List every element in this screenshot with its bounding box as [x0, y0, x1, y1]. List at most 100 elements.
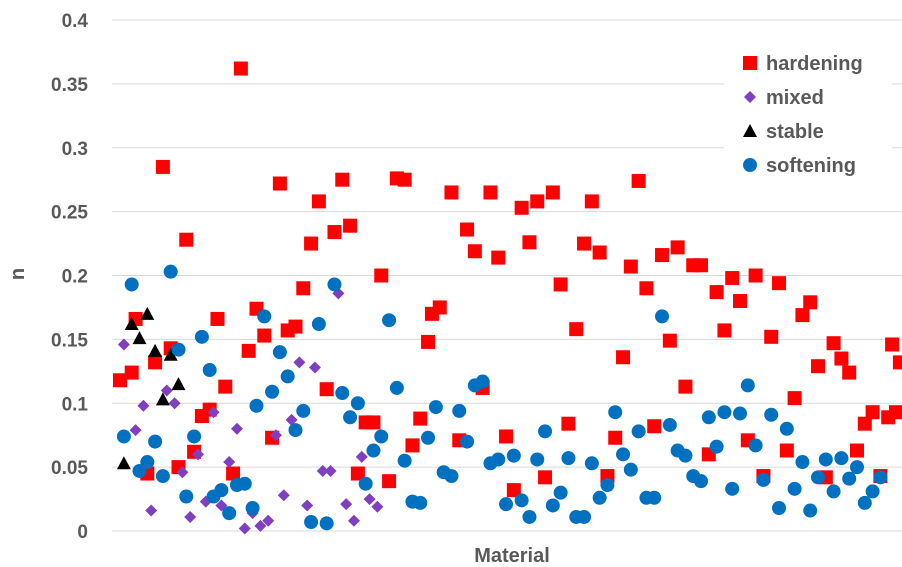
- data-point-hardening: [725, 271, 740, 286]
- data-point-hardening: [553, 277, 568, 292]
- data-point-mixed: [168, 397, 181, 410]
- data-point-softening: [202, 363, 217, 378]
- data-point-softening: [179, 489, 194, 504]
- data-point-softening: [124, 277, 139, 292]
- data-point-softening: [538, 424, 553, 439]
- data-point-softening: [779, 421, 794, 436]
- data-point-hardening: [623, 259, 638, 274]
- data-point-softening: [249, 398, 264, 413]
- data-point-softening: [311, 317, 326, 332]
- series-mixed: [117, 287, 384, 535]
- legend-marker-hardening: [743, 56, 757, 70]
- data-point-hardening: [538, 470, 553, 485]
- data-point-stable: [155, 392, 170, 406]
- data-points: [113, 61, 902, 535]
- data-point-softening: [452, 403, 467, 418]
- data-point-softening: [740, 378, 755, 393]
- legend-label-softening: softening: [766, 155, 856, 177]
- data-point-stable: [163, 347, 178, 361]
- data-point-hardening: [834, 351, 849, 366]
- data-point-softening: [725, 481, 740, 496]
- data-point-mixed: [355, 450, 368, 463]
- data-point-hardening: [795, 308, 810, 323]
- data-point-softening: [245, 501, 260, 516]
- data-point-hardening: [343, 218, 358, 233]
- data-point-mixed: [324, 464, 337, 477]
- data-point-hardening: [892, 355, 902, 370]
- data-point-hardening: [272, 176, 287, 191]
- data-point-hardening: [506, 483, 521, 498]
- data-point-mixed: [277, 489, 290, 502]
- data-point-softening: [553, 485, 568, 500]
- data-point-hardening: [787, 391, 802, 406]
- data-point-stable: [124, 317, 139, 331]
- data-point-softening: [795, 455, 810, 470]
- data-point-hardening: [670, 240, 685, 255]
- legend-marker-softening: [743, 158, 757, 172]
- data-point-hardening: [421, 334, 436, 349]
- data-point-softening: [397, 453, 412, 468]
- data-point-softening: [623, 462, 638, 477]
- data-point-hardening: [405, 438, 420, 453]
- data-point-hardening: [148, 355, 163, 370]
- data-point-hardening: [561, 416, 576, 431]
- data-point-hardening: [444, 185, 459, 200]
- legend-label-stable: stable: [766, 121, 824, 143]
- data-point-softening: [857, 495, 872, 510]
- data-point-hardening: [226, 466, 241, 481]
- y-tick-label: 0: [77, 522, 88, 543]
- data-point-mixed: [238, 522, 251, 535]
- y-tick-label: 0.15: [51, 330, 88, 351]
- data-point-softening: [530, 452, 545, 467]
- data-point-softening: [873, 470, 888, 485]
- data-point-softening: [194, 329, 209, 344]
- data-point-softening: [171, 342, 186, 357]
- data-point-stable: [132, 331, 147, 345]
- data-point-hardening: [779, 443, 794, 458]
- data-point-softening: [655, 309, 670, 324]
- y-axis-tick-labels: 0 0.05 0.1 0.15 0.2 0.25 0.3 0.35 0.4: [51, 11, 88, 543]
- data-point-hardening: [709, 285, 724, 300]
- data-point-mixed: [340, 498, 353, 511]
- data-point-softening: [460, 434, 475, 449]
- data-point-softening: [421, 430, 436, 445]
- data-point-softening: [803, 503, 818, 518]
- data-point-softening: [163, 264, 178, 279]
- data-point-softening: [631, 424, 646, 439]
- legend-marker-mixed: [744, 91, 756, 103]
- data-point-hardening: [772, 276, 787, 291]
- data-point-softening: [811, 470, 826, 485]
- data-point-softening: [694, 474, 709, 489]
- data-point-mixed: [308, 361, 321, 374]
- data-point-softening: [748, 438, 763, 453]
- data-point-hardening: [584, 194, 599, 209]
- data-point-softening: [116, 429, 131, 444]
- data-point-softening: [272, 345, 287, 360]
- data-point-softening: [222, 506, 237, 521]
- data-point-softening: [608, 405, 623, 420]
- data-point-hardening: [569, 322, 584, 337]
- data-point-hardening: [335, 172, 350, 187]
- data-point-mixed: [223, 456, 236, 469]
- data-point-softening: [764, 407, 779, 422]
- data-point-hardening: [577, 236, 592, 251]
- data-point-mixed: [254, 519, 267, 532]
- data-point-softening: [382, 313, 397, 328]
- data-point-softening: [350, 396, 365, 411]
- legend: hardening mixed stable softening: [724, 42, 892, 186]
- data-point-softening: [865, 484, 880, 499]
- x-axis-label: Material: [474, 545, 550, 567]
- data-point-mixed: [129, 424, 142, 437]
- data-point-softening: [327, 277, 342, 292]
- data-point-softening: [265, 384, 280, 399]
- data-point-softening: [187, 429, 202, 444]
- data-point-mixed: [230, 422, 243, 435]
- data-point-softening: [818, 452, 833, 467]
- gridlines: [112, 19, 902, 532]
- data-point-stable: [140, 306, 155, 320]
- data-point-hardening: [826, 336, 841, 351]
- data-point-hardening: [210, 311, 225, 326]
- data-point-softening: [319, 516, 334, 531]
- data-point-hardening: [865, 405, 880, 420]
- data-point-softening: [335, 386, 350, 401]
